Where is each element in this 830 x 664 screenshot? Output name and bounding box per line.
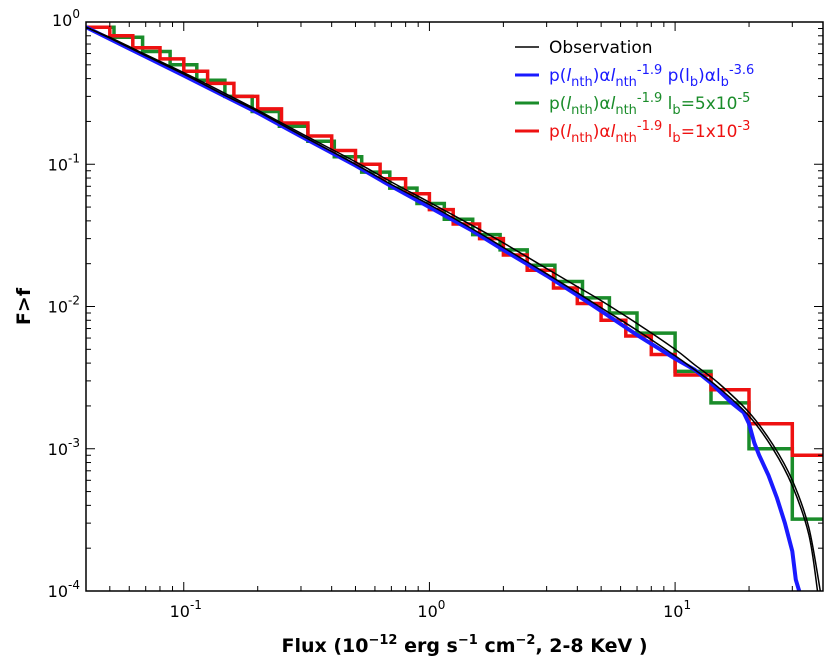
- x-tick-label-2: 101: [663, 598, 691, 621]
- y-tick-label-2: 10-2: [48, 294, 80, 317]
- series-layer: [86, 25, 823, 591]
- legend-label-1: p(lnth)αlnth-1.9 p(lb)αlb-3.6: [549, 63, 754, 90]
- legend-label-2: p(lnth)αlnth-1.9 lb=5x10-5: [549, 91, 750, 118]
- series-4: [86, 25, 823, 458]
- legend-label-3: p(lnth)αlnth-1.9 lb=1x10-3: [549, 119, 750, 146]
- y-axis-label: F>f: [13, 287, 35, 325]
- y-tick-label-4: 10-4: [48, 578, 80, 601]
- y-tick-label-0: 100: [52, 7, 80, 30]
- ticks-layer: [85, 21, 824, 592]
- x-tick-label-1: 100: [417, 598, 445, 621]
- legend: Observation p(lnth)αlnth-1.9 p(lb)αlb-3.6…: [515, 38, 754, 146]
- legend-label-0: Observation: [549, 38, 653, 58]
- x-axis-label: Flux (10−12 erg s−1 cm−2, 2-8 KeV ): [281, 633, 647, 657]
- y-tick-label-1: 10-1: [48, 151, 80, 174]
- series-1: [86, 26, 822, 591]
- tick-labels: 10-1 100 101 100 10-1 10-2 10-3 10-4: [48, 7, 691, 621]
- x-tick-label-0: 10-1: [170, 598, 202, 621]
- y-tick-label-3: 10-3: [48, 436, 80, 459]
- series-2: [86, 25, 802, 591]
- series-0: [86, 26, 819, 591]
